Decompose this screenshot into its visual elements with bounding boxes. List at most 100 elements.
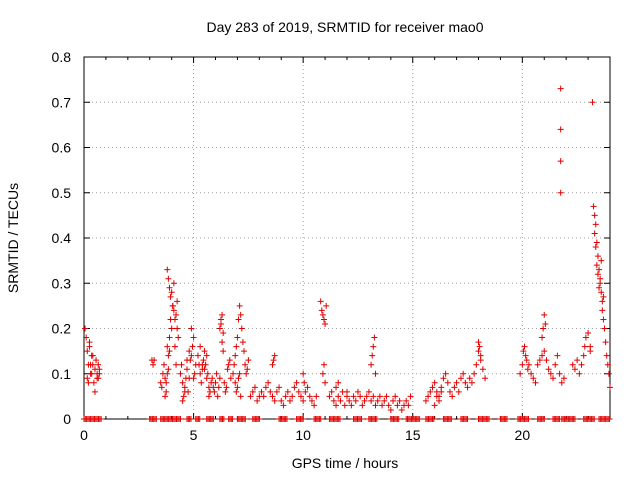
data-point (370, 343, 377, 350)
data-point (578, 361, 585, 368)
data-point (322, 320, 329, 327)
data-point (238, 325, 245, 332)
data-point (374, 397, 381, 404)
y-axis-label: SRMTID / TECUs (5, 183, 21, 293)
data-point (333, 402, 340, 409)
y-tick-label: 0.1 (52, 366, 72, 382)
data-point (449, 393, 456, 400)
data-point (594, 253, 601, 260)
data-point (523, 357, 530, 364)
data-point (94, 375, 101, 382)
data-point (306, 393, 313, 400)
data-point (173, 361, 180, 368)
x-tick-label: 10 (295, 427, 311, 443)
data-point (326, 393, 333, 400)
data-point (174, 325, 181, 332)
data-point (91, 388, 98, 395)
data-point (323, 302, 330, 309)
data-point (482, 375, 489, 382)
data-point (164, 370, 171, 377)
data-point (203, 375, 210, 382)
data-point (547, 370, 554, 377)
data-point (571, 366, 578, 373)
data-point (522, 352, 529, 359)
data-point (368, 397, 375, 404)
data-point (479, 366, 486, 373)
data-point (217, 316, 224, 323)
data-point (168, 325, 175, 332)
data-point (234, 384, 241, 391)
data-point (179, 397, 186, 404)
data-point (221, 379, 228, 386)
data-point (300, 397, 307, 404)
data-point (457, 375, 464, 382)
data-point (599, 307, 606, 314)
data-point (540, 325, 547, 332)
data-point (166, 284, 173, 291)
data-point (236, 370, 243, 377)
data-point (592, 221, 599, 228)
data-point (318, 307, 325, 314)
data-point (194, 352, 201, 359)
data-point (453, 379, 460, 386)
data-point (157, 379, 164, 386)
data-point (320, 316, 327, 323)
data-point (368, 361, 375, 368)
data-point (581, 343, 588, 350)
data-point (190, 375, 197, 382)
data-point (196, 416, 203, 422)
data-point (605, 370, 612, 377)
data-point (88, 370, 95, 377)
data-point (407, 393, 414, 400)
data-point (219, 311, 226, 318)
data-point (283, 416, 290, 422)
data-point (369, 352, 376, 359)
data-point (330, 397, 337, 404)
data-point (597, 275, 604, 282)
data-point (227, 375, 234, 382)
data-point (216, 375, 223, 382)
data-point (539, 352, 546, 359)
y-tick-label: 0 (63, 411, 71, 427)
data-point (215, 384, 222, 391)
data-point (308, 397, 315, 404)
data-point (601, 325, 608, 332)
data-point (262, 384, 269, 391)
data-point (596, 284, 603, 291)
data-point (165, 366, 172, 373)
data-point (319, 370, 326, 377)
y-tick-label: 0.7 (52, 94, 72, 110)
data-point (212, 379, 219, 386)
data-point (530, 375, 537, 382)
data-point (267, 388, 274, 395)
data-point (174, 298, 181, 305)
data-point (189, 343, 196, 350)
data-point (269, 393, 276, 400)
data-point (571, 416, 578, 422)
data-point (600, 293, 607, 300)
data-point (591, 212, 598, 219)
data-point (258, 388, 265, 395)
data-point (541, 311, 548, 318)
data-point (256, 416, 263, 422)
data-point (556, 370, 563, 377)
data-point (335, 379, 342, 386)
data-point (427, 388, 434, 395)
data-point (237, 393, 244, 400)
data-points (81, 85, 613, 422)
data-point (455, 388, 462, 395)
data-point (557, 158, 564, 165)
data-point (333, 384, 340, 391)
data-point (405, 402, 412, 409)
data-point (541, 416, 548, 422)
data-point (220, 330, 227, 337)
data-point (181, 388, 188, 395)
data-point (150, 361, 157, 368)
data-point (170, 307, 177, 314)
data-point (289, 393, 296, 400)
data-point (430, 416, 437, 422)
data-point (365, 388, 372, 395)
data-point (211, 388, 218, 395)
data-point (171, 343, 178, 350)
